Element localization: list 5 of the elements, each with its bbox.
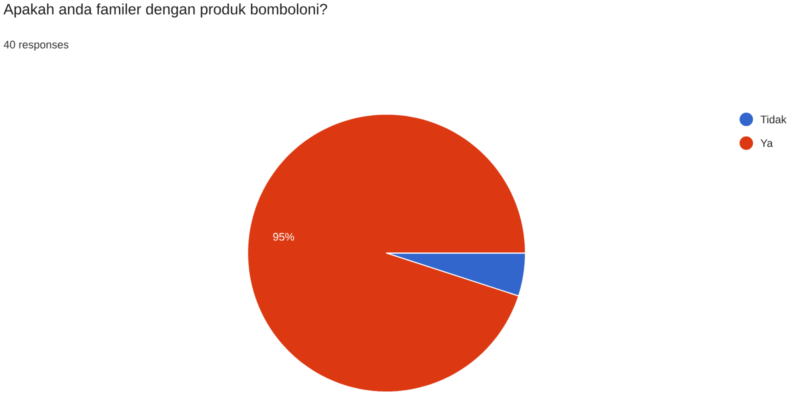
chart-title: Apakah anda familer dengan produk bomboloni?: [3, 4, 328, 18]
legend-label: Tidak: [760, 116, 787, 124]
data-label: 95%: [273, 233, 294, 241]
legend-label: Ya: [760, 140, 773, 148]
text: 40 responses: [4, 41, 68, 51]
